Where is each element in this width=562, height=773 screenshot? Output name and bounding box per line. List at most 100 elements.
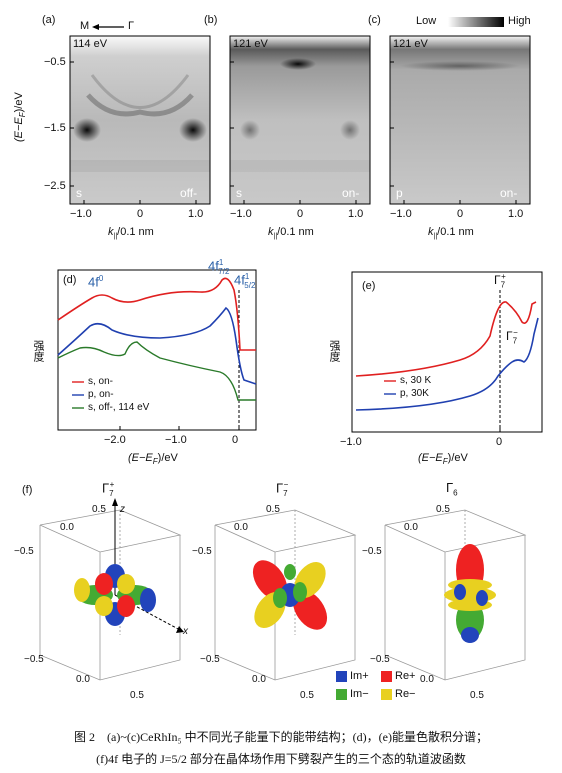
- xlabel-a: k||/0.1 nm: [108, 226, 154, 241]
- ytick-a-2: −2.5: [44, 180, 66, 192]
- legend-s-30k: s, 30 K: [400, 375, 432, 386]
- panel-c-image: [389, 35, 531, 205]
- legend-swatch-re-plus: [381, 671, 392, 682]
- panel-b-label: (b): [204, 14, 218, 26]
- ytick-a-0: −0.5: [44, 56, 66, 68]
- panel-a-label: (a): [42, 14, 56, 26]
- gamma7-minus-label: Γ7−: [506, 328, 518, 346]
- peak-4f1-72: 4f17/2: [208, 258, 230, 276]
- xtick-a-1: 0: [137, 208, 144, 220]
- panel-f-label: (f): [22, 484, 33, 496]
- xtick-b-1: 0: [297, 208, 304, 220]
- panel-d-xlabel: (E−EF)/eV: [128, 452, 178, 467]
- panel-b-energy: 121 eV: [233, 38, 268, 50]
- x-axis-label: x: [183, 626, 188, 637]
- panel-e-xtick-1: 0: [496, 436, 503, 448]
- panel-b-pol: s: [236, 186, 242, 200]
- xtick-c-0: −1.0: [390, 208, 412, 220]
- xtick-c-2: 1.0: [508, 208, 524, 220]
- curve-s-off: [57, 341, 256, 401]
- legend-p-on: p, on-: [88, 389, 114, 400]
- xtick-b-2: 1.0: [348, 208, 364, 220]
- panel-e-xtick-0: −1.0: [340, 436, 362, 448]
- panel-d-xtick-1: −1.0: [165, 434, 187, 446]
- xlabel-b: k||/0.1 nm: [268, 226, 314, 241]
- direction-arrowhead: [92, 24, 99, 30]
- tick-c3-side: −0.5: [362, 546, 382, 557]
- xtick-a-2: 1.0: [188, 208, 204, 220]
- y-tick-marks: [70, 61, 394, 187]
- panel-e-xlabel: (E−EF)/eV: [418, 452, 468, 467]
- tick-c2-mid: 0.0: [234, 522, 248, 533]
- panel-e-label: (e): [362, 280, 376, 292]
- panel-a-image: [69, 35, 211, 205]
- tick-c1-top: 0.5: [92, 504, 106, 515]
- panel-b-image: [229, 35, 371, 205]
- legend-swatch-im-minus: [336, 689, 347, 700]
- panel-f-orbitals: [39, 498, 527, 700]
- x-axis-arrowhead: [176, 626, 184, 633]
- ytick-a-1: −1.5: [44, 122, 66, 134]
- tick-c2-bl: −0.5: [200, 654, 220, 665]
- panel-a-energy: 114 eV: [73, 38, 108, 50]
- direction-label-gamma: Γ: [128, 20, 135, 32]
- panel-c-pol: p: [396, 186, 403, 200]
- panel-b-mode: on-: [342, 186, 360, 200]
- title-gamma6: Γ6: [446, 480, 458, 498]
- legend-swatch-im-plus: [336, 671, 347, 682]
- peak-4f0: 4f0: [88, 274, 104, 290]
- orbital-gamma7-minus: [252, 560, 328, 630]
- curve-p-30k: [355, 317, 539, 411]
- title-gamma7-minus: Γ7−: [276, 480, 289, 498]
- legend-re-plus: Re+: [395, 670, 416, 682]
- tick-c3-bl: −0.5: [370, 654, 390, 665]
- figure-caption-line2: (f)4f 电子的 J=5/2 部分在晶体场作用下劈裂产生的三个态的轨道波函数: [96, 752, 466, 766]
- peak-4f1-52: 4f15/2: [234, 272, 256, 290]
- panel-c-mode: on-: [500, 186, 518, 200]
- tick-c1-br: 0.5: [130, 690, 144, 701]
- panel-c-energy: 121 eV: [393, 38, 428, 50]
- tick-c3-br: 0.5: [470, 690, 484, 701]
- z-axis-arrowhead: [112, 498, 118, 506]
- direction-label-m: M: [80, 20, 90, 32]
- figure-caption-line1: 图 2 (a)~(c)CeRhIn₅ 中不同光子能量下的能带结构；(d)，(e)…: [74, 730, 488, 744]
- tick-c2-br: 0.5: [300, 690, 314, 701]
- panel-d-plot: [57, 269, 257, 431]
- z-axis-label: z: [120, 504, 125, 515]
- legend-s-off: s, off-, 114 eV: [88, 402, 150, 413]
- legend-swatch-re-minus: [381, 689, 392, 700]
- legend-im-minus: Im−: [350, 688, 369, 700]
- panel-d-xtick-0: −2.0: [104, 434, 126, 446]
- tick-c1-side: −0.5: [14, 546, 34, 557]
- xtick-b-0: −1.0: [230, 208, 252, 220]
- panel-c-label: (c): [368, 14, 381, 26]
- gamma7-plus-label: Γ7+: [494, 272, 506, 290]
- scale-low-label: Low: [416, 15, 437, 27]
- legend-im-plus: Im+: [350, 670, 369, 682]
- tick-c1-b0: 0.0: [76, 674, 90, 685]
- x-tick-marks: [83, 200, 517, 204]
- title-gamma7-plus: Γ7+: [102, 480, 115, 498]
- curve-p-on: [57, 306, 257, 385]
- top-ylabel: (E−EF)/eV: [12, 92, 28, 143]
- panel-e-plot: [351, 271, 543, 433]
- legend-re-minus: Re−: [395, 688, 416, 700]
- scale-high-label: High: [508, 15, 531, 27]
- tick-c2-b0: 0.0: [252, 674, 266, 685]
- tick-c1-bl: −0.5: [24, 654, 44, 665]
- intensity-scale-bar: [448, 17, 504, 27]
- panel-d-xtick-2: 0: [232, 434, 239, 446]
- tick-c1-mid: 0.0: [60, 522, 74, 533]
- xlabel-c: k||/0.1 nm: [428, 226, 474, 241]
- arpes-figure: [69, 17, 531, 205]
- tick-c3-mid: 0.0: [404, 522, 418, 533]
- xtick-a-0: −1.0: [70, 208, 92, 220]
- tick-c3-top: 0.5: [436, 504, 450, 515]
- curve-s-30k: [355, 301, 537, 377]
- tick-c2-side: −0.5: [192, 546, 212, 557]
- panel-a-mode: off-: [180, 186, 198, 200]
- panel-e-ylabel: 强度: [328, 340, 340, 362]
- tick-c3-b0: 0.0: [420, 674, 434, 685]
- orbital-gamma7-plus: [74, 564, 156, 626]
- legend-s-on: s, on-: [88, 376, 114, 387]
